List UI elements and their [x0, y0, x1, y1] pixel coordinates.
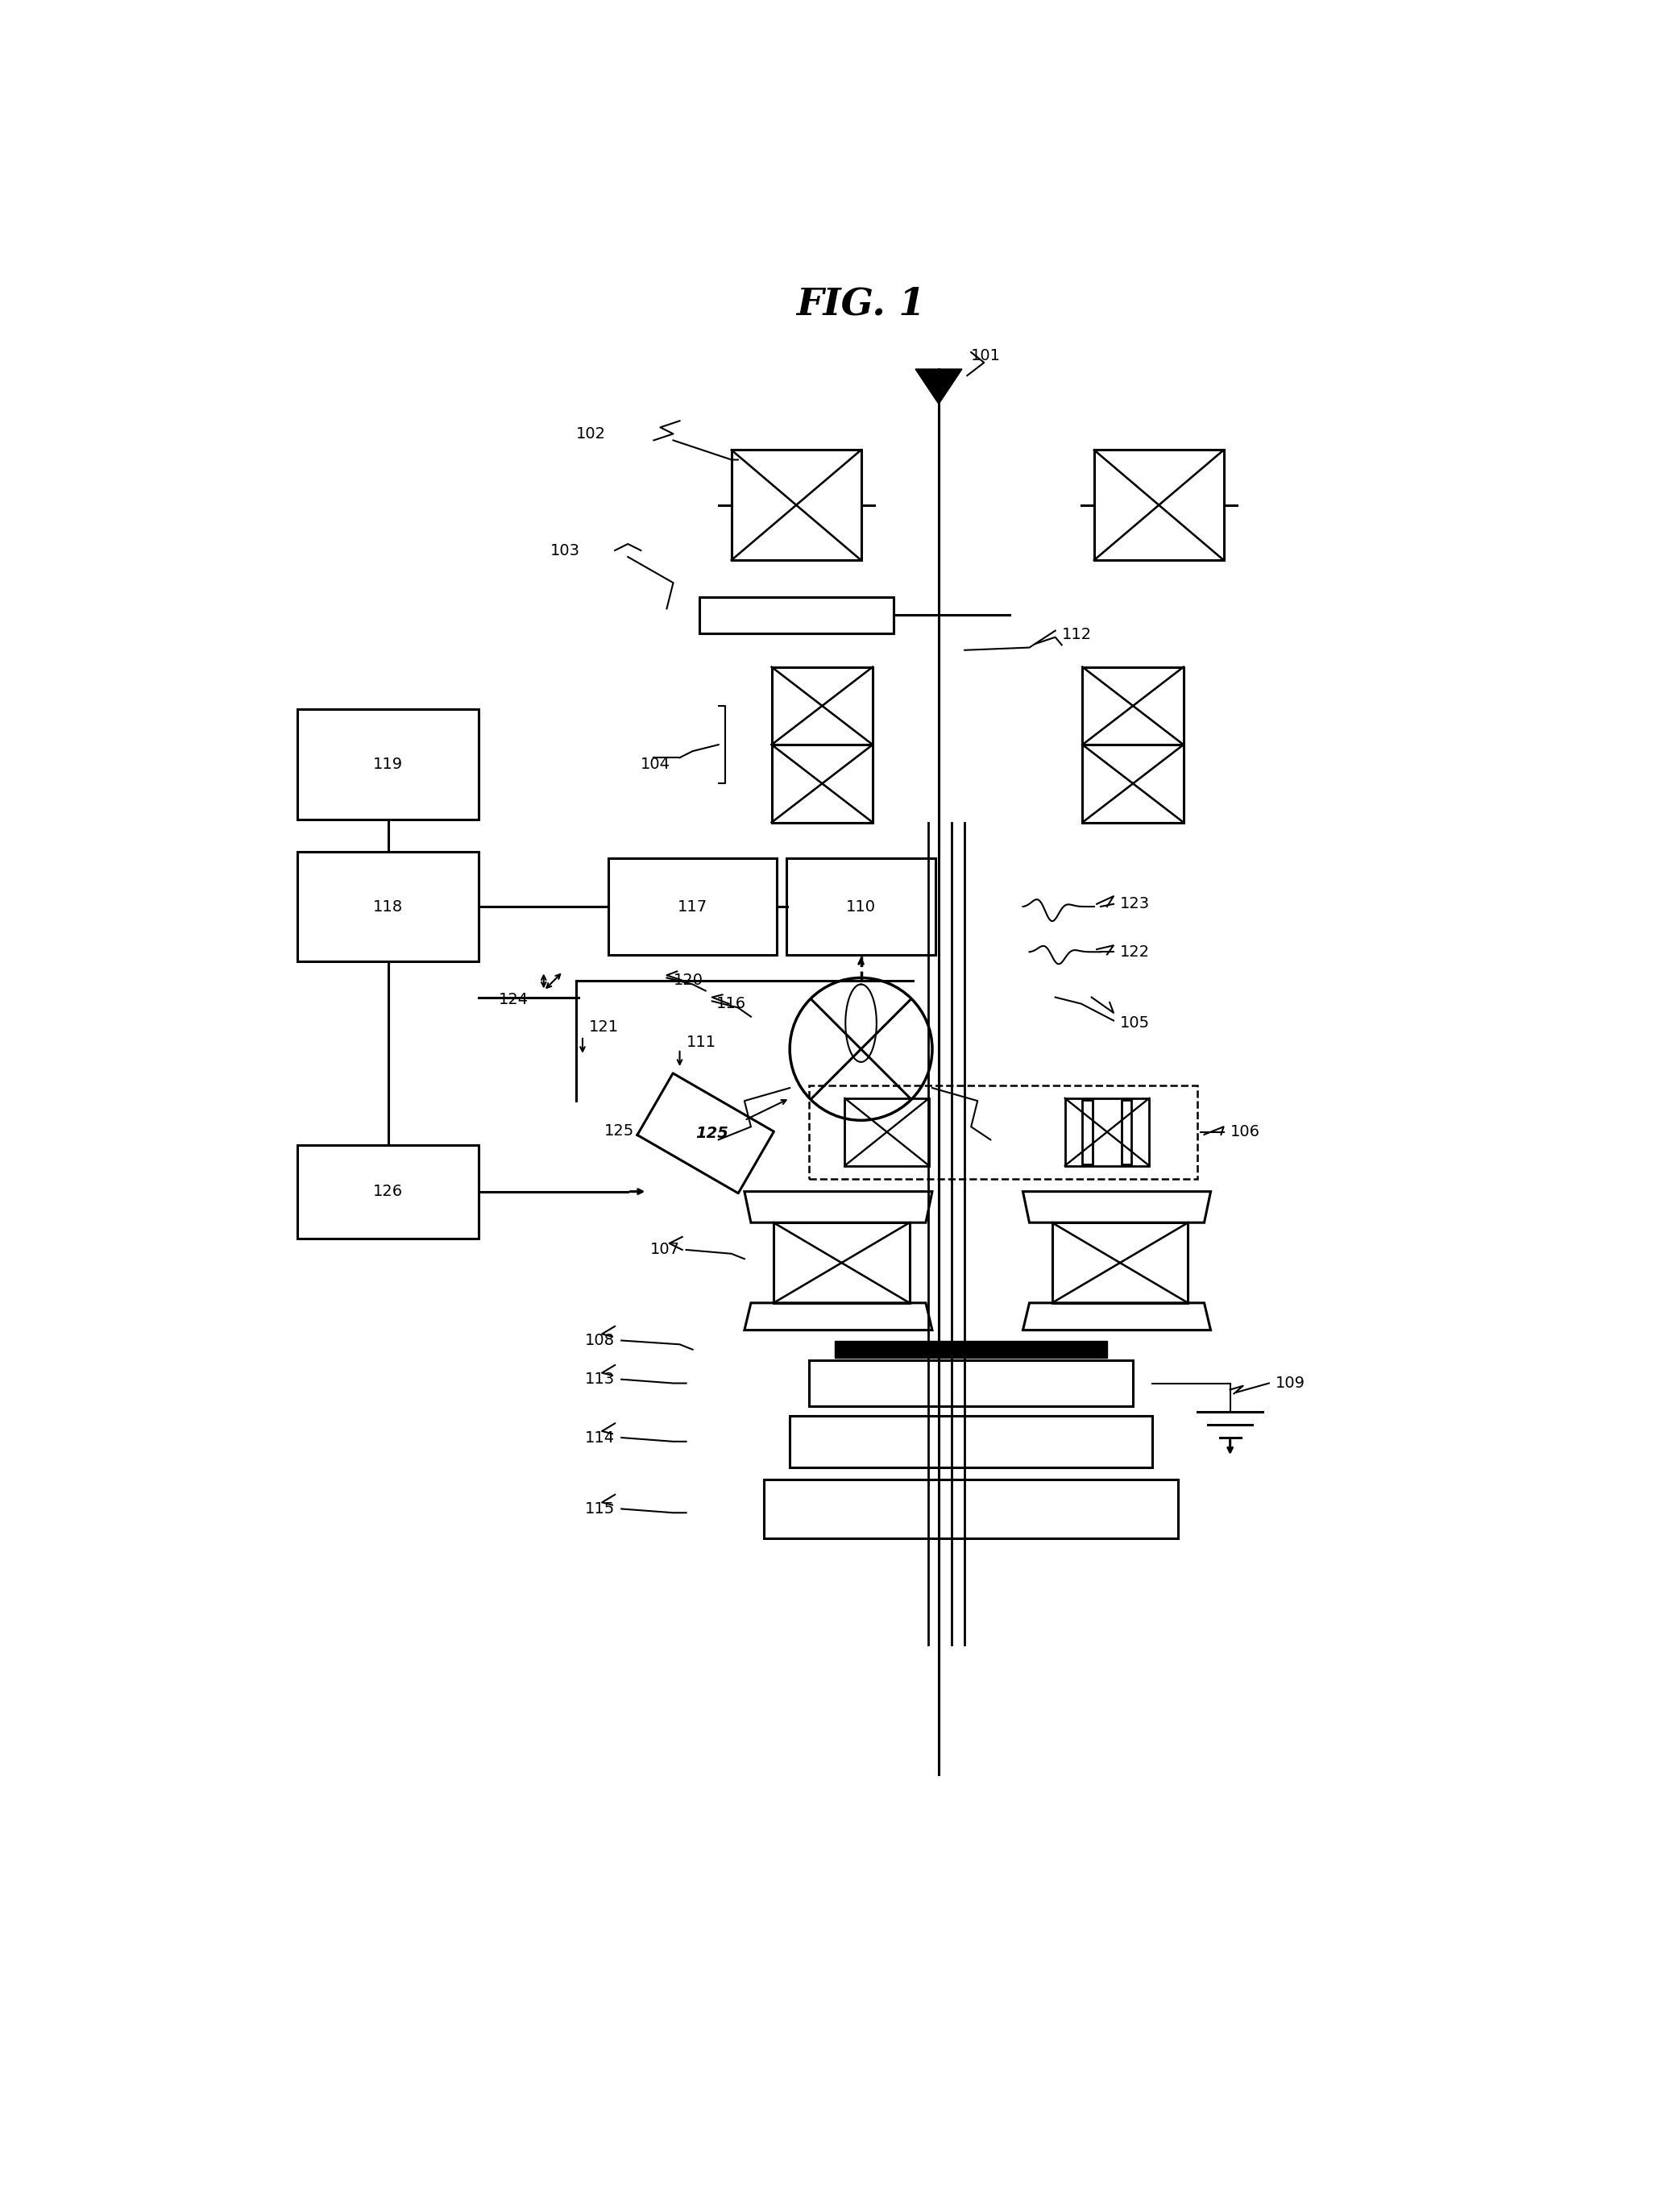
Text: 117: 117 — [677, 898, 707, 914]
Text: FIG. 1: FIG. 1 — [796, 285, 926, 323]
Bar — [1052, 1223, 1188, 1303]
Text: 118: 118 — [373, 898, 403, 914]
Text: 121: 121 — [590, 1020, 618, 1035]
Bar — [773, 1223, 909, 1303]
Bar — [1094, 449, 1223, 560]
Bar — [731, 449, 862, 560]
Text: 116: 116 — [716, 995, 746, 1011]
Text: 104: 104 — [640, 757, 670, 772]
Bar — [771, 668, 872, 745]
Text: 102: 102 — [576, 427, 606, 442]
Polygon shape — [916, 369, 963, 405]
Bar — [1082, 745, 1183, 823]
Bar — [1121, 1099, 1132, 1164]
Text: 122: 122 — [1121, 945, 1149, 960]
Bar — [786, 858, 936, 956]
Bar — [1082, 1099, 1092, 1164]
Text: 110: 110 — [847, 898, 875, 914]
Bar — [1065, 1099, 1149, 1166]
Text: 103: 103 — [549, 542, 580, 557]
Bar — [771, 745, 872, 823]
Text: 115: 115 — [585, 1502, 615, 1517]
Bar — [1082, 668, 1183, 745]
Text: 119: 119 — [373, 757, 403, 772]
Text: 109: 109 — [1275, 1376, 1305, 1391]
Text: 126: 126 — [373, 1183, 403, 1199]
Text: 105: 105 — [1121, 1015, 1149, 1031]
Bar — [297, 710, 479, 818]
Bar — [810, 1360, 1132, 1407]
Text: 107: 107 — [650, 1243, 680, 1256]
Text: 112: 112 — [1062, 626, 1092, 641]
Bar — [764, 1480, 1178, 1537]
Bar — [835, 1340, 1107, 1358]
Bar — [790, 1416, 1152, 1467]
Text: 114: 114 — [585, 1429, 615, 1444]
Bar — [608, 858, 776, 956]
Bar — [810, 1086, 1198, 1179]
Bar — [297, 852, 479, 962]
Bar — [297, 1146, 479, 1239]
Text: 120: 120 — [674, 973, 702, 989]
Text: 101: 101 — [971, 349, 1001, 363]
Text: 125: 125 — [605, 1124, 635, 1139]
Text: 124: 124 — [499, 993, 528, 1006]
Text: 106: 106 — [1230, 1124, 1260, 1139]
Text: 125: 125 — [696, 1126, 729, 1141]
Bar — [845, 1099, 929, 1166]
Text: 123: 123 — [1121, 896, 1149, 911]
Bar — [699, 597, 894, 633]
Text: 108: 108 — [585, 1334, 615, 1347]
Text: 113: 113 — [585, 1371, 615, 1387]
Text: 111: 111 — [685, 1035, 716, 1051]
